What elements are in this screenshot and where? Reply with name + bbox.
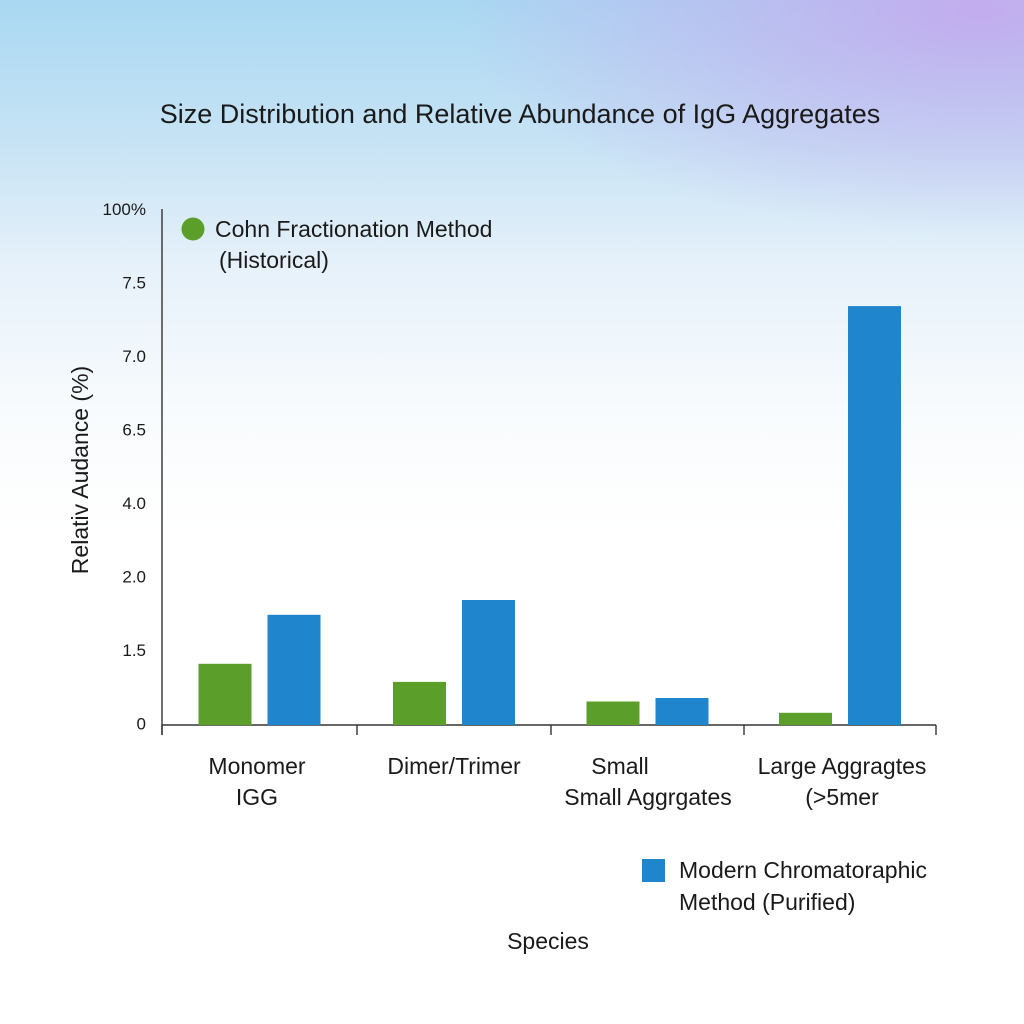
y-axis-label: Relativ Audance (%) — [67, 366, 93, 574]
bar-series-2 — [462, 600, 515, 725]
bar-series-1 — [586, 701, 640, 725]
y-tick-label: 7.0 — [122, 347, 146, 366]
legend-marker-series-1 — [181, 217, 205, 241]
y-tick-label: 6.5 — [122, 421, 146, 440]
x-category-label: Monomer — [208, 753, 305, 779]
x-category-label: (>5mer — [805, 784, 879, 810]
bar-series-1 — [198, 663, 252, 726]
x-category-label: Small — [591, 753, 649, 779]
y-tick-label: 2.0 — [122, 568, 146, 587]
bar-series-2 — [655, 698, 709, 725]
x-axis — [161, 724, 937, 735]
x-category-label: IGG — [236, 784, 278, 810]
y-tick-label: 7.5 — [122, 274, 146, 293]
legend-label: Cohn Fractionation Method — [215, 216, 492, 242]
y-tick-label: 4.0 — [122, 494, 146, 513]
y-tick-label: 1.5 — [122, 641, 146, 660]
bar-series-1 — [393, 681, 446, 725]
y-tick-label: 0 — [137, 715, 146, 734]
category-labels: Monomer IGG Dimer/Trimer Small Small Aggrgat… — [208, 753, 926, 810]
bar-series-1 — [779, 712, 832, 726]
y-tick-label: 100% — [103, 200, 146, 219]
legend: Cohn Fractionation Method (Historical) Mod… — [181, 216, 927, 915]
bars — [198, 306, 901, 726]
legend-label: Modern Chromatoraphic — [679, 857, 927, 883]
x-category-label: Dimer/Trimer — [387, 753, 521, 779]
bar-series-2 — [848, 306, 901, 725]
bar-series-2 — [267, 614, 321, 726]
x-axis-label: Species — [507, 928, 589, 954]
legend-label: (Historical) — [219, 247, 329, 273]
y-axis: 100% 7.5 7.0 6.5 4.0 2.0 1.5 0 — [103, 200, 163, 735]
x-category-label: Large Aggragtes — [758, 753, 927, 779]
legend-marker-series-2 — [642, 859, 665, 882]
x-category-label: Small Aggrgates — [564, 784, 731, 810]
legend-label: Method (Purified) — [679, 889, 855, 915]
chart-title: Size Distribution and Relative Abundance… — [160, 99, 880, 129]
